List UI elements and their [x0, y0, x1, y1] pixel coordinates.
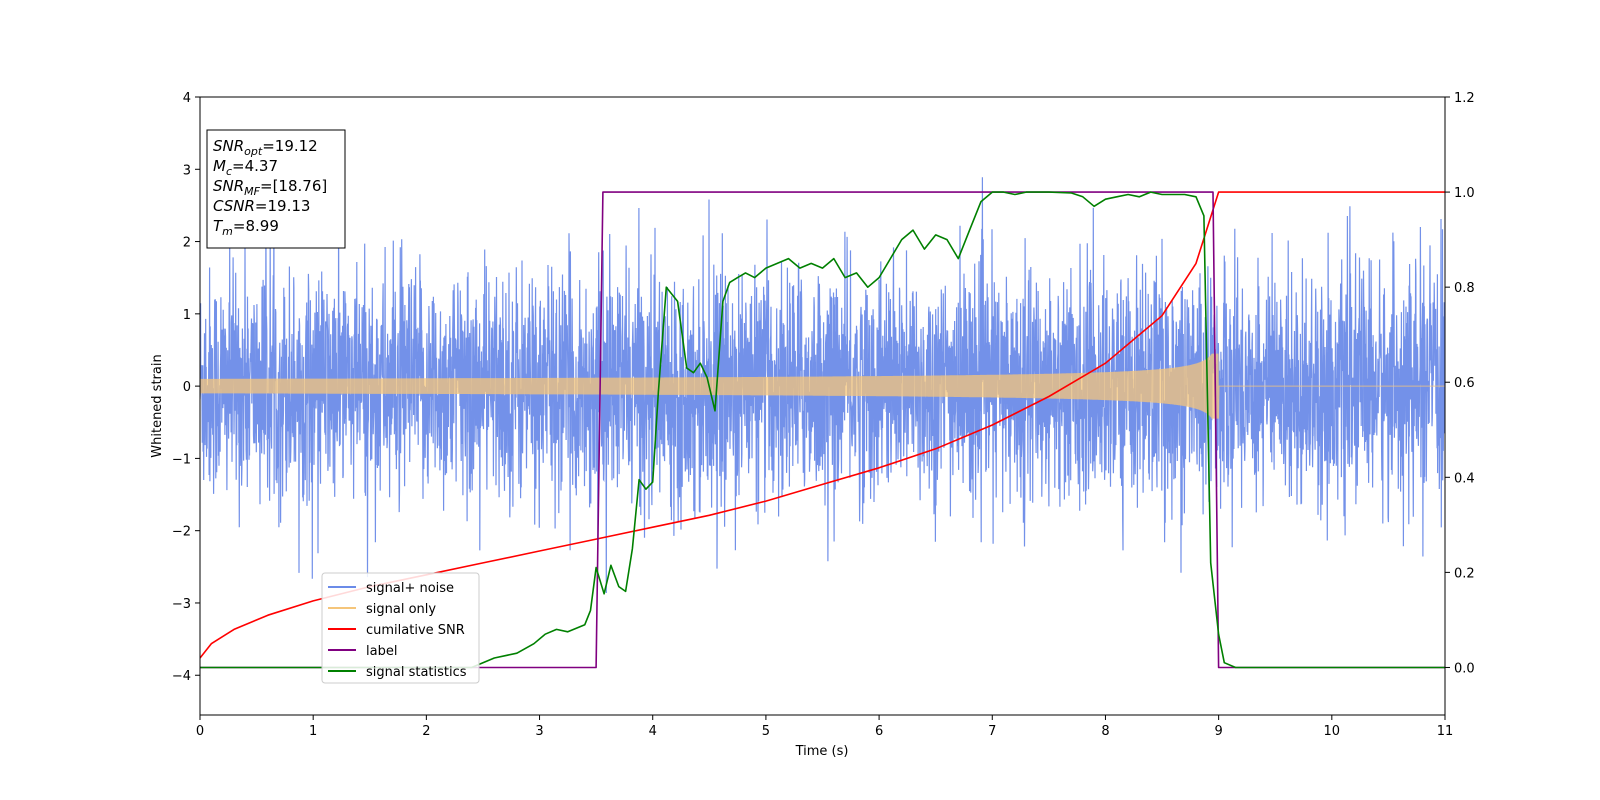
info-box-line: Tm=8.99 [213, 217, 279, 238]
info-box-frame [206, 129, 346, 249]
y-left-tick-label: 3 [183, 163, 191, 178]
y-right-tick-label: 0.6 [1454, 376, 1475, 391]
legend-label: signal only [366, 602, 436, 617]
x-tick-label: 4 [649, 724, 657, 739]
info-box-line: SNRopt=19.12 [213, 137, 318, 158]
y-right-tick-label: 0.2 [1454, 566, 1475, 581]
legend-label: signal statistics [366, 665, 467, 680]
y-left-tick-label: −2 [172, 525, 191, 540]
info-box: SNRopt=19.12Mc=4.37SNRMF=[18.76]CSNR=19.… [206, 129, 346, 249]
x-tick-label: 11 [1437, 724, 1454, 739]
y-right-tick-label: 1.0 [1454, 186, 1475, 201]
plot-area [200, 175, 1445, 669]
y-right-tick-label: 1.2 [1454, 91, 1475, 106]
legend: signal+ noise signal only cumilative SNR la… [321, 572, 480, 684]
y-left-tick-label: −3 [172, 597, 191, 612]
legend-label: label [366, 644, 397, 659]
x-tick-label: 1 [309, 724, 317, 739]
series-cumulative-snr [200, 191, 1445, 659]
y-left-tick-label: 2 [183, 236, 191, 251]
x-tick-label: 7 [988, 724, 996, 739]
series-signal-only [200, 353, 1445, 419]
x-tick-label: 6 [875, 724, 883, 739]
y-left-tick-label: 0 [183, 380, 191, 395]
axes: 0 1 2 3 4 5 6 7 8 9 10 11 −4 −3 −2 −1 0 1 2 3 4 0.0 0.2 0.4 0.6 0… [172, 91, 1475, 739]
x-tick-label: 10 [1324, 724, 1341, 739]
info-box-line: Mc=4.37 [213, 157, 278, 178]
series-signal-noise [200, 175, 1445, 594]
y-right-tick-label: 0.8 [1454, 281, 1475, 296]
x-tick-label: 3 [535, 724, 543, 739]
x-tick-label: 8 [1101, 724, 1109, 739]
legend-label: cumilative SNR [366, 623, 465, 638]
y-left-tick-label: 1 [183, 308, 191, 323]
series-signal-statistics [200, 191, 1445, 669]
y-right-tick-label: 0.0 [1454, 661, 1475, 676]
y-left-tick-label: −4 [172, 669, 191, 684]
info-box-line: SNRMF=[18.76] [213, 177, 327, 198]
x-tick-label: 2 [422, 724, 430, 739]
y-axis-label: Whitened strain [150, 354, 165, 457]
y-left-tick-label: −1 [172, 452, 191, 467]
x-axis-label: Time (s) [795, 744, 849, 759]
x-tick-label: 0 [196, 724, 204, 739]
legend-frame [321, 572, 480, 684]
legend-label: signal+ noise [366, 581, 454, 596]
info-box-line: CSNR=19.13 [213, 197, 310, 215]
x-tick-label: 9 [1214, 724, 1222, 739]
x-tick-label: 5 [762, 724, 770, 739]
y-left-tick-label: 4 [183, 91, 191, 106]
y-right-tick-label: 0.4 [1454, 471, 1475, 486]
plot-frame [199, 96, 1446, 716]
